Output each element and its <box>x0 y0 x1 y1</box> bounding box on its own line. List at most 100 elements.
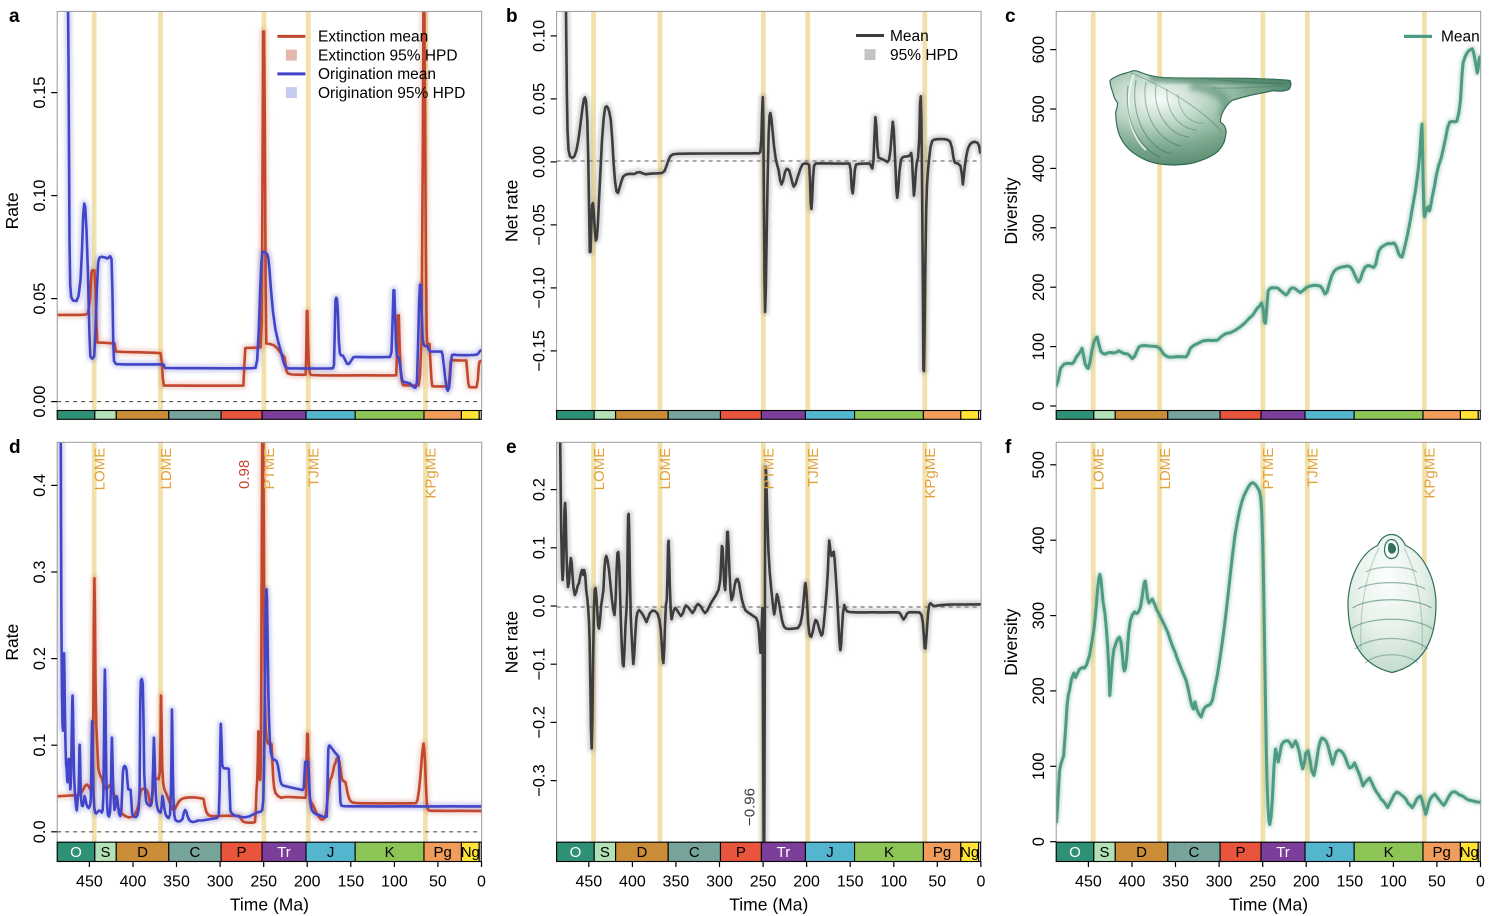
svg-text:−0.10: −0.10 <box>531 267 549 309</box>
svg-text:0.15: 0.15 <box>31 77 49 109</box>
svg-text:Origination mean: Origination mean <box>318 66 436 83</box>
svg-text:100: 100 <box>1030 333 1048 361</box>
svg-text:0.2: 0.2 <box>531 478 549 501</box>
svg-text:S: S <box>100 844 110 861</box>
svg-text:350: 350 <box>163 874 190 891</box>
svg-text:Time (Ma): Time (Ma) <box>230 895 309 915</box>
svg-text:0.00: 0.00 <box>531 146 549 178</box>
svg-text:LOME: LOME <box>591 448 608 491</box>
svg-text:0.00: 0.00 <box>31 386 49 418</box>
svg-text:0: 0 <box>1476 874 1485 891</box>
svg-text:200: 200 <box>294 874 321 891</box>
svg-text:0.0: 0.0 <box>531 595 549 618</box>
svg-text:250: 250 <box>1249 874 1276 891</box>
svg-text:0: 0 <box>477 874 486 891</box>
svg-text:LDME: LDME <box>1157 448 1174 490</box>
svg-text:300: 300 <box>1030 602 1048 630</box>
svg-text:350: 350 <box>1162 874 1189 891</box>
svg-text:0.10: 0.10 <box>31 180 49 212</box>
svg-text:350: 350 <box>663 874 690 891</box>
svg-text:Rate: Rate <box>2 192 22 229</box>
svg-text:400: 400 <box>1030 526 1048 554</box>
svg-text:PTME: PTME <box>261 448 278 490</box>
svg-text:f: f <box>1005 437 1012 458</box>
svg-text:250: 250 <box>750 874 777 891</box>
svg-text:200: 200 <box>1030 273 1048 301</box>
svg-text:TJME: TJME <box>1305 448 1322 487</box>
svg-text:Extinction 95% HPD: Extinction 95% HPD <box>318 47 458 64</box>
svg-text:LDME: LDME <box>657 448 674 490</box>
svg-text:Tr: Tr <box>1276 844 1290 861</box>
svg-text:C: C <box>689 844 700 861</box>
svg-text:0.1: 0.1 <box>31 734 49 757</box>
svg-text:Diversity: Diversity <box>1001 608 1021 675</box>
svg-text:O: O <box>1069 844 1081 861</box>
svg-text:J: J <box>826 844 834 861</box>
svg-text:600: 600 <box>1030 36 1048 64</box>
svg-text:P: P <box>736 844 746 861</box>
svg-text:C: C <box>1188 844 1199 861</box>
svg-text:300: 300 <box>207 874 234 891</box>
svg-text:K: K <box>385 844 395 861</box>
svg-text:PTME: PTME <box>761 448 778 490</box>
svg-text:0.2: 0.2 <box>31 647 49 670</box>
svg-text:450: 450 <box>575 874 602 891</box>
svg-text:LOME: LOME <box>1090 448 1107 491</box>
svg-text:400: 400 <box>120 874 147 891</box>
svg-text:Ng: Ng <box>461 844 480 861</box>
svg-text:O: O <box>70 844 82 861</box>
svg-text:P: P <box>1235 844 1245 861</box>
svg-text:100: 100 <box>1030 753 1048 781</box>
svg-text:Mean: Mean <box>1441 29 1480 46</box>
svg-text:100: 100 <box>1380 874 1407 891</box>
svg-text:KPgME: KPgME <box>1422 448 1439 499</box>
svg-text:150: 150 <box>837 874 864 891</box>
svg-text:Pg: Pg <box>933 844 951 861</box>
svg-text:0.0: 0.0 <box>31 820 49 843</box>
svg-text:Time (Ma): Time (Ma) <box>1229 895 1308 915</box>
svg-text:50: 50 <box>429 874 447 891</box>
svg-text:0: 0 <box>1030 401 1048 410</box>
svg-text:C: C <box>189 844 200 861</box>
svg-text:Extinction mean: Extinction mean <box>318 29 428 46</box>
svg-text:D: D <box>636 844 647 861</box>
svg-text:250: 250 <box>250 874 277 891</box>
svg-text:400: 400 <box>1119 874 1146 891</box>
svg-text:Net rate: Net rate <box>502 611 522 673</box>
svg-text:0.10: 0.10 <box>531 20 549 52</box>
svg-text:Origination 95% HPD: Origination 95% HPD <box>318 85 465 102</box>
svg-text:d: d <box>9 437 21 458</box>
svg-text:0.3: 0.3 <box>31 561 49 584</box>
svg-text:a: a <box>9 6 20 27</box>
svg-text:50: 50 <box>1428 874 1446 891</box>
svg-text:c: c <box>1005 6 1016 27</box>
svg-text:−0.15: −0.15 <box>531 330 549 372</box>
svg-text:0.1: 0.1 <box>531 536 549 559</box>
svg-text:b: b <box>506 6 518 27</box>
svg-text:e: e <box>506 437 517 458</box>
svg-text:100: 100 <box>880 874 907 891</box>
svg-text:TJME: TJME <box>805 448 822 487</box>
svg-text:J: J <box>1326 844 1334 861</box>
svg-text:−0.3: −0.3 <box>531 764 549 797</box>
svg-text:Ng: Ng <box>960 844 979 861</box>
svg-text:100: 100 <box>381 874 408 891</box>
svg-text:0: 0 <box>1030 837 1048 846</box>
svg-text:Tr: Tr <box>777 844 791 861</box>
svg-text:300: 300 <box>1206 874 1233 891</box>
svg-text:O: O <box>570 844 582 861</box>
svg-text:KPgME: KPgME <box>423 448 440 499</box>
svg-text:Pg: Pg <box>434 844 452 861</box>
svg-text:KPgME: KPgME <box>922 448 939 499</box>
svg-text:P: P <box>236 844 246 861</box>
svg-text:LDME: LDME <box>158 448 175 490</box>
svg-text:Mean: Mean <box>890 28 929 45</box>
svg-text:Net rate: Net rate <box>502 180 522 242</box>
svg-text:Ng: Ng <box>1460 844 1479 861</box>
svg-text:300: 300 <box>706 874 733 891</box>
svg-text:Rate: Rate <box>2 624 22 661</box>
svg-text:450: 450 <box>1075 874 1102 891</box>
svg-text:S: S <box>600 844 610 861</box>
svg-text:200: 200 <box>793 874 820 891</box>
svg-text:95% HPD: 95% HPD <box>890 47 958 64</box>
